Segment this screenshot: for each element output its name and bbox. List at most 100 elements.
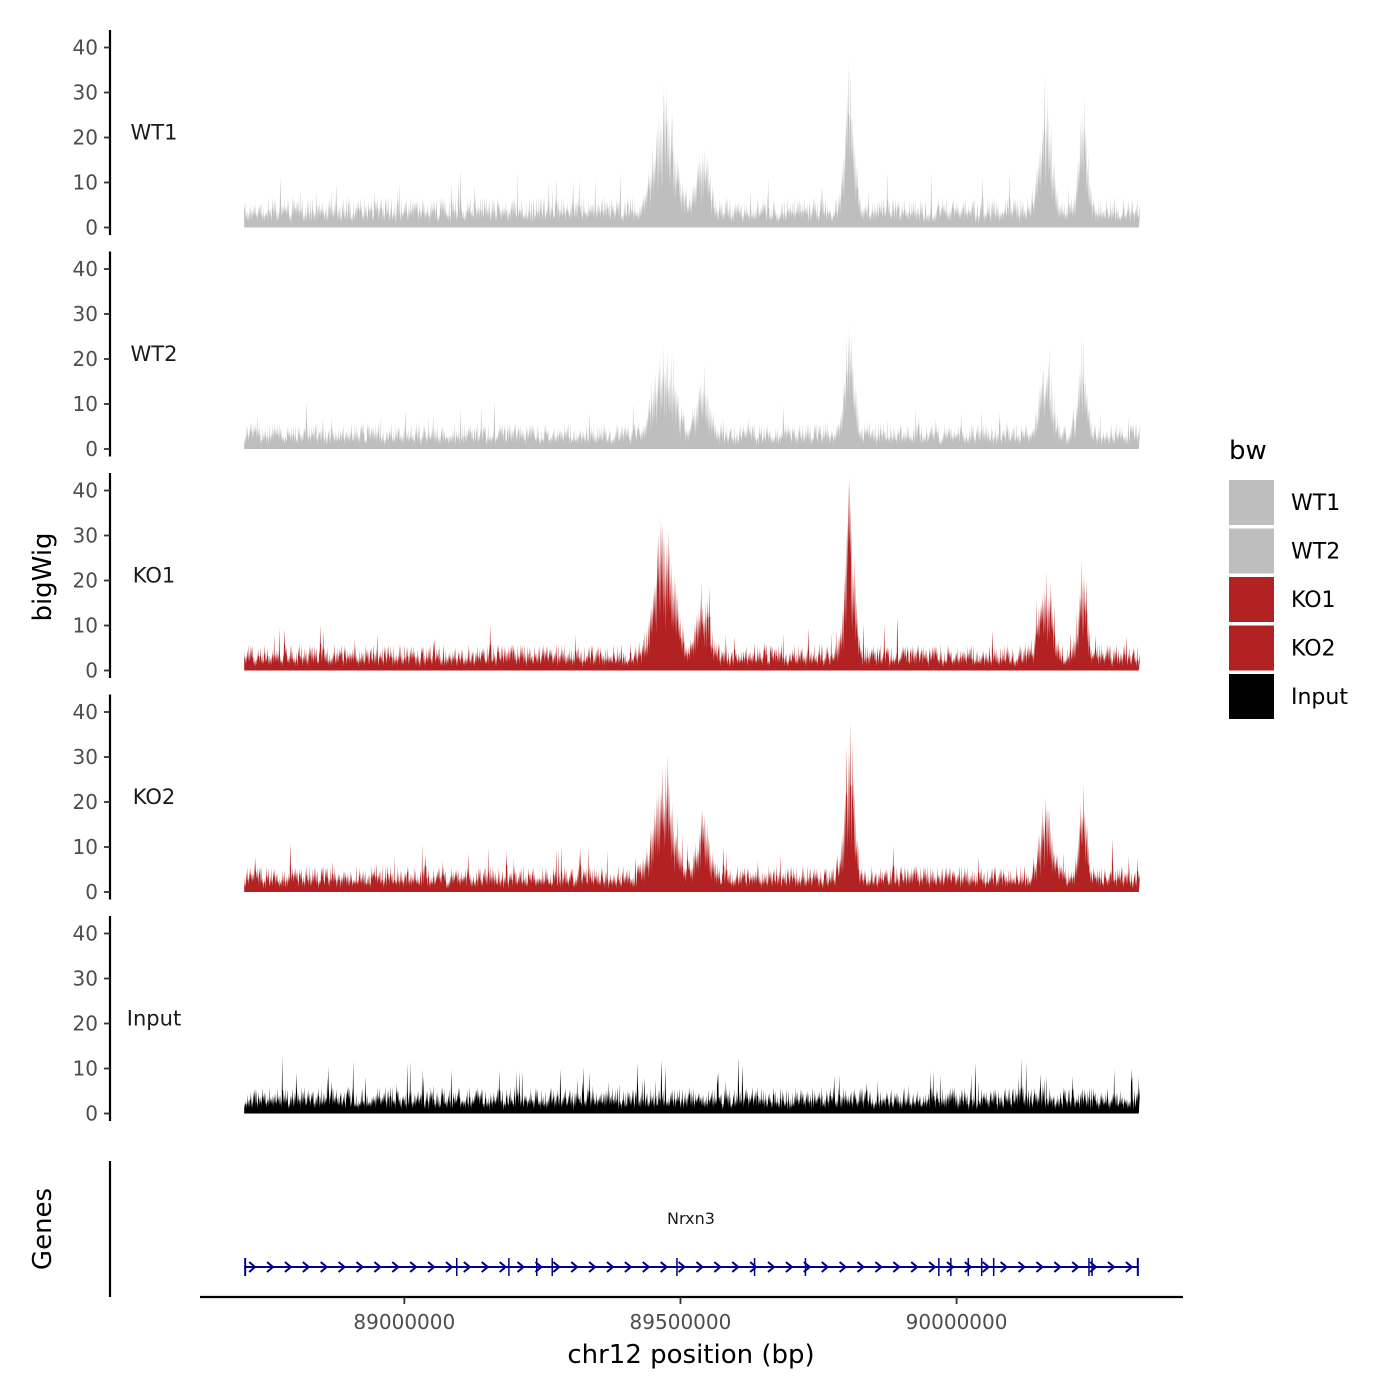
- gene-strand-arrow: [821, 1261, 830, 1273]
- y-tick-label: 0: [85, 437, 98, 461]
- track-label-ko2: KO2: [133, 785, 176, 809]
- gene-strand-arrow: [266, 1261, 275, 1273]
- track-label-input: Input: [127, 1007, 181, 1031]
- tracks-layer: 0 10 20 30 40 WT1 0 10 20 30 40 WT2 0 10 20 30 40 KO1 0 10 2…: [73, 30, 1140, 1126]
- y-tick-label: 0: [85, 659, 98, 683]
- legend-swatch-ko1: [1229, 577, 1274, 622]
- gene-strand-arrow: [713, 1261, 722, 1273]
- gene-strand-arrow: [910, 1261, 919, 1273]
- x-tick-label: 89000000: [353, 1310, 455, 1334]
- gene-track: [108, 1161, 1139, 1297]
- gene-strand-arrow: [1125, 1261, 1134, 1273]
- y-tick-label: 10: [73, 614, 98, 638]
- gene-exon: [1088, 1258, 1090, 1276]
- gene-strand-arrow: [946, 1261, 955, 1273]
- y-tick-label: 0: [85, 1102, 98, 1126]
- gene-strand-arrow: [481, 1261, 490, 1273]
- gene-exon: [1136, 1258, 1139, 1276]
- y-axis-title: bigWig: [28, 532, 58, 621]
- y-tick-label: 30: [73, 967, 98, 991]
- gene-strand-arrow: [445, 1261, 454, 1273]
- track-ko2: 0 10 20 30 40 KO2: [73, 694, 1140, 904]
- gene-strand-arrow: [337, 1261, 347, 1273]
- y-tick-label: 40: [73, 922, 98, 946]
- y-tick-label: 30: [73, 81, 98, 105]
- gene-exon: [508, 1258, 510, 1276]
- y-tick-label: 10: [73, 1057, 98, 1081]
- gene-strand-arrow: [731, 1261, 740, 1273]
- gene-exon: [980, 1258, 983, 1276]
- y-tick-label: 20: [73, 126, 98, 150]
- gene-strand-arrow: [588, 1261, 597, 1273]
- gene-label: Nrxn3: [667, 1209, 715, 1228]
- signal-area-wt1: [244, 58, 1140, 228]
- gene-exon: [551, 1258, 553, 1276]
- genes-axis-title: Genes: [28, 1188, 58, 1270]
- gene-exon: [244, 1258, 247, 1276]
- gene-strand-arrow: [427, 1261, 436, 1273]
- track-ko1: 0 10 20 30 40 KO1: [73, 473, 1140, 683]
- legend-swatch-wt1: [1229, 480, 1274, 525]
- gene-exon: [1091, 1258, 1093, 1276]
- y-tick-label: 30: [73, 745, 98, 769]
- gene-strand-arrow: [248, 1261, 257, 1273]
- x-axis-title: chr12 position (bp): [567, 1340, 814, 1370]
- y-tick-label: 40: [73, 479, 98, 503]
- gene-strand-arrow: [838, 1261, 848, 1273]
- gene-strand-arrow: [373, 1261, 382, 1273]
- legend-swatch-wt2: [1229, 528, 1274, 574]
- y-tick-label: 40: [73, 700, 98, 724]
- gene-strand-arrow: [1017, 1261, 1027, 1273]
- gene-exon: [992, 1258, 995, 1276]
- gene-strand-arrow: [391, 1261, 400, 1273]
- y-tick-label: 10: [73, 392, 98, 416]
- legend-label-ko1: KO1: [1291, 588, 1336, 613]
- signal-area-ko2: [244, 720, 1140, 892]
- gene-strand-arrow: [463, 1261, 472, 1273]
- y-tick-label: 20: [73, 569, 98, 593]
- gene-strand-arrow: [660, 1261, 669, 1273]
- gene-strand-arrow: [552, 1261, 561, 1273]
- y-tick-label: 10: [73, 835, 98, 859]
- gene-strand-arrow: [874, 1261, 883, 1273]
- gene-strand-arrow: [964, 1261, 973, 1273]
- gene-strand-arrow: [677, 1261, 687, 1273]
- y-tick-label: 10: [73, 171, 98, 195]
- y-tick-label: 40: [73, 257, 98, 281]
- gene-strand-arrow: [498, 1261, 508, 1273]
- y-tick-label: 0: [85, 216, 98, 240]
- gene-strand-arrow: [695, 1261, 705, 1273]
- gene-exon: [676, 1258, 678, 1276]
- gene-strand-arrow: [1035, 1261, 1044, 1273]
- x-tick-label: 90000000: [906, 1310, 1008, 1334]
- gene-strand-arrow: [570, 1261, 579, 1273]
- y-tick-label: 40: [73, 36, 98, 60]
- track-label-wt1: WT1: [131, 121, 178, 145]
- y-tick-label: 20: [73, 347, 98, 371]
- gene-strand-arrow: [785, 1261, 794, 1273]
- gene-strand-arrow: [982, 1261, 991, 1273]
- gene-strand-arrow: [516, 1261, 526, 1273]
- x-tick-label: 89500000: [630, 1310, 732, 1334]
- y-tick-label: 30: [73, 524, 98, 548]
- legend-label-wt1: WT1: [1291, 491, 1340, 516]
- x-axis-ticks: 89000000 89500000 90000000: [353, 1297, 1007, 1334]
- legend-label-wt2: WT2: [1291, 540, 1340, 565]
- gene-strand-arrow: [1071, 1261, 1080, 1273]
- gene-exon: [455, 1258, 458, 1276]
- legend-label-ko2: KO2: [1291, 637, 1336, 662]
- legend-swatch-ko2: [1229, 625, 1274, 671]
- gene-strand-arrow: [892, 1261, 901, 1273]
- gene-strand-arrow: [355, 1261, 365, 1273]
- legend-swatch-input: [1229, 674, 1274, 719]
- y-tick-label: 20: [73, 790, 98, 814]
- gene-strand-arrow: [856, 1261, 866, 1273]
- gene-strand-arrow: [302, 1261, 311, 1273]
- gene-exon: [804, 1258, 807, 1276]
- y-tick-label: 20: [73, 1012, 98, 1036]
- gene-strand-arrow: [606, 1261, 615, 1273]
- y-tick-label: 30: [73, 302, 98, 326]
- gene-exon: [950, 1258, 952, 1276]
- y-tick-label: 0: [85, 880, 98, 904]
